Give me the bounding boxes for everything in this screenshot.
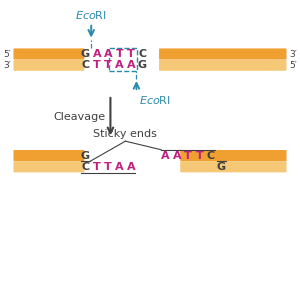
Text: $\it{Eco}$RI: $\it{Eco}$RI — [75, 9, 107, 21]
Text: A: A — [115, 162, 124, 172]
Text: A: A — [127, 60, 135, 70]
FancyBboxPatch shape — [159, 60, 286, 71]
Text: C: C — [82, 162, 90, 172]
Text: A: A — [127, 162, 135, 172]
Text: T: T — [196, 151, 203, 160]
Text: 3′: 3′ — [289, 50, 297, 58]
FancyBboxPatch shape — [159, 48, 286, 60]
Text: C: C — [138, 49, 146, 59]
Text: Cleavage: Cleavage — [53, 112, 105, 122]
FancyBboxPatch shape — [180, 161, 286, 172]
Text: 5′: 5′ — [3, 50, 11, 58]
FancyBboxPatch shape — [14, 48, 84, 60]
Text: A: A — [161, 151, 170, 160]
Text: T: T — [104, 162, 112, 172]
Text: G: G — [81, 49, 90, 59]
FancyBboxPatch shape — [14, 161, 84, 172]
Text: Sticky ends: Sticky ends — [94, 129, 157, 139]
Text: $\it{Eco}$RI: $\it{Eco}$RI — [139, 94, 171, 106]
Text: T: T — [104, 60, 112, 70]
Text: T: T — [127, 49, 135, 59]
Text: T: T — [93, 60, 101, 70]
Text: A: A — [92, 49, 101, 59]
Text: G: G — [137, 60, 147, 70]
Text: A: A — [104, 49, 112, 59]
Text: T: T — [116, 49, 123, 59]
FancyBboxPatch shape — [180, 150, 286, 161]
Text: G: G — [81, 151, 90, 160]
Text: 5′: 5′ — [289, 61, 297, 70]
Text: C: C — [82, 60, 90, 70]
Text: G: G — [217, 162, 226, 172]
FancyBboxPatch shape — [14, 60, 84, 71]
Text: A: A — [115, 60, 124, 70]
FancyBboxPatch shape — [14, 150, 84, 161]
Text: 3′: 3′ — [3, 61, 11, 70]
Text: A: A — [172, 151, 181, 160]
Text: T: T — [184, 151, 192, 160]
Text: T: T — [93, 162, 101, 172]
Bar — [109, 48, 137, 71]
Text: C: C — [207, 151, 215, 160]
